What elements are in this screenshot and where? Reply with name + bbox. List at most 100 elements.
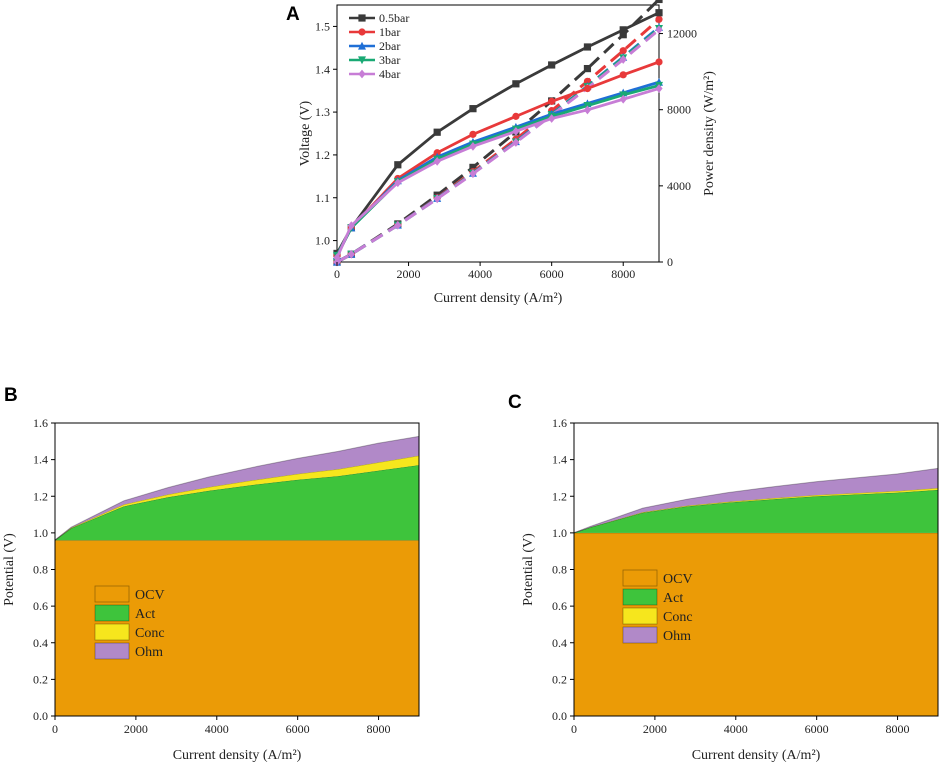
legend-marker-3bar [358,56,366,65]
voltage-point-0.5bar [433,128,441,136]
legend-label-Act: Act [663,591,683,606]
x-tick-label: 4000 [468,267,492,281]
y-tick-label: 0.6 [552,599,567,613]
voltage-point-1bar [469,130,477,138]
area-edge-Ohm [573,467,939,534]
y-tick-label: 0.0 [33,709,48,723]
voltage-point-4bar [619,94,627,104]
y-tick-label: 1.5 [315,19,330,33]
y-tick-label: 1.6 [33,416,48,430]
voltage-line-4bar [335,87,660,259]
voltage-point-0.5bar [469,105,477,113]
y-tick-label: 1.3 [315,105,330,119]
legend-marker-4bar [358,69,366,79]
area-Ohm [55,436,419,541]
voltage-point-0.5bar [619,26,627,34]
y2-tick-label: 8000 [667,103,691,117]
voltage-line-0.5bar [335,11,660,255]
power-line-4bar [336,28,660,264]
legend-swatch-OCV [622,569,658,587]
y-tick-label: 1.0 [315,234,330,248]
legend-label-OCV: OCV [663,572,693,587]
x-tick-label: 4000 [724,722,748,736]
power-point-4bar [619,55,627,64]
y-tick-label: 1.2 [33,489,48,503]
legend-swatch-Conc [622,607,658,625]
y-tick-label: 0.2 [552,672,567,686]
legend-label-Ohm: Ohm [135,645,163,660]
y2-tick-label: 0 [667,255,673,269]
legend-label-1bar: 1bar [379,25,400,39]
area-Act [55,465,419,541]
legend-swatch-Ohm [94,642,130,660]
chart-b: 0 2000 4000 6000 8000 Current density (A/m²) 0… [2,416,420,763]
power-point-0.5bar [469,163,477,171]
panel-letter-b: B [4,385,18,406]
x-tick-label: 4000 [205,722,229,736]
voltage-point-1bar [655,58,663,66]
legend-label-Ohm: Ohm [663,629,691,644]
voltage-point-4bar [469,141,477,151]
x-axis-label: Current density (A/m²) [692,748,821,763]
x-tick-label: 8000 [367,722,391,736]
y-tick-label: 1.6 [552,416,567,430]
x-axis-label: Current density (A/m²) [434,291,563,306]
y-tick-label: 0.4 [33,636,48,650]
voltage-point-0.5bar [548,61,556,69]
voltage-point-4bar [512,126,520,136]
x-tick-label: 2000 [397,267,421,281]
voltage-point-4bar [583,105,592,115]
voltage-point-4bar [347,221,355,230]
power-point-4bar [433,194,441,204]
y-tick-label: 0.2 [33,672,48,686]
y-tick-label: 0.8 [552,563,567,577]
legend-label-0.5bar: 0.5bar [379,11,409,25]
voltage-line-3bar [335,84,660,257]
area-OCV [574,532,938,716]
legend-swatch-Conc [94,623,130,641]
x-tick-label: 6000 [540,267,564,281]
voltage-point-1bar [548,97,556,105]
y-tick-label: 1.0 [552,526,567,540]
legend-label-OCV: OCV [135,588,165,603]
legend-marker-2bar [358,41,366,50]
panel-letter-c: C [508,392,522,413]
voltage-point-1bar [512,112,520,120]
y-tick-label: 1.2 [315,148,330,162]
y-axis-label: Voltage (V) [298,100,313,166]
power-point-1bar [619,47,627,55]
power-point-4bar [469,169,477,179]
power-point-0.5bar [583,64,592,73]
voltage-point-0.5bar [583,43,592,51]
voltage-point-4bar [433,156,441,166]
x-tick-label: 0 [571,722,577,736]
legend-label-Conc: Conc [663,610,693,625]
y2-tick-label: 4000 [667,179,691,193]
y-axis-label: Potential (V) [2,533,17,606]
x-tick-label: 2000 [124,722,148,736]
y-axis-label: Potential (V) [521,533,536,606]
x-tick-label: 0 [334,267,340,281]
legend-swatch-Act [94,604,130,622]
legend-label-Conc: Conc [135,626,165,641]
y-tick-label: 1.4 [552,453,567,467]
voltage-point-1bar [433,149,441,157]
legend-swatch-Act [622,588,658,606]
y2-axis-label: Power density (W/m²) [702,71,717,196]
area-edge-Conc [54,455,420,541]
legend-marker-0.5bar [358,14,366,22]
y-tick-label: 0.8 [33,563,48,577]
legend-swatch-OCV [94,585,130,603]
area-edge-Ohm [54,435,420,541]
plot-frame [336,4,660,263]
voltage-point-4bar [548,114,556,123]
x-tick-label: 2000 [643,722,667,736]
x-tick-label: 0 [52,722,58,736]
y-tick-label: 1.1 [315,191,330,205]
area-OCV [55,540,419,716]
voltage-point-0.5bar [394,161,402,169]
power-point-1bar [655,15,663,23]
area-Conc [55,455,419,541]
legend-label-3bar: 3bar [379,53,400,67]
